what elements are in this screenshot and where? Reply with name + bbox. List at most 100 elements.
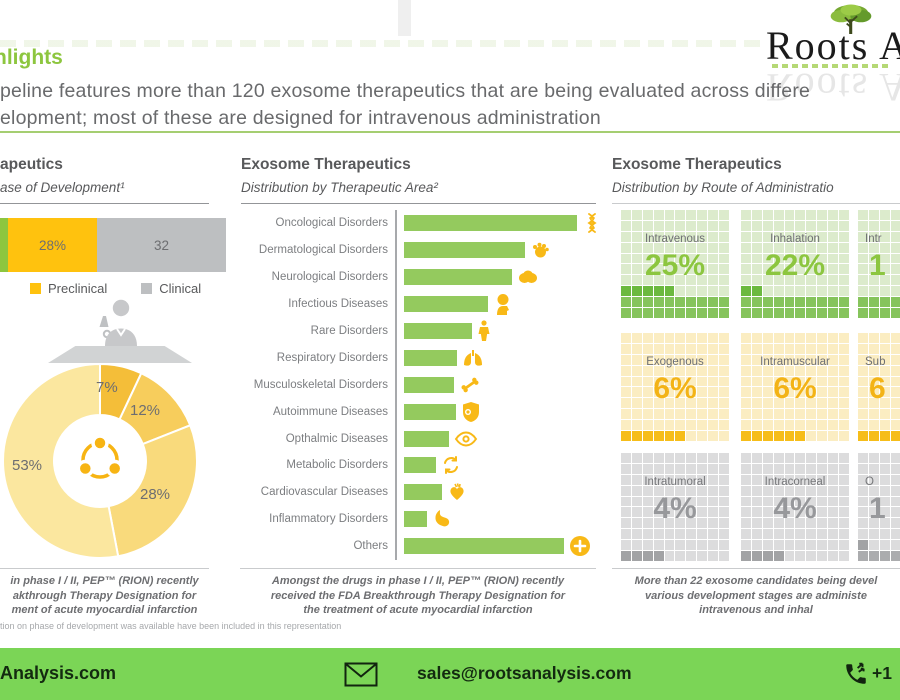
waffle-cell — [828, 333, 839, 343]
waffle-cell — [762, 376, 773, 387]
waffle-cell — [839, 485, 849, 496]
waffle-cell — [773, 409, 784, 420]
footer-website-link[interactable]: Analysis.com — [0, 663, 117, 683]
waffle-cell — [719, 453, 729, 463]
waffle-cell — [621, 376, 631, 387]
waffle-cell — [653, 253, 664, 264]
area-row: Neurological Disorders — [240, 264, 600, 291]
waffle-cell — [890, 529, 900, 540]
waffle-cell — [631, 529, 642, 540]
waffle-cell — [762, 297, 773, 308]
waffle-cell — [631, 463, 642, 474]
footer-email-link[interactable]: sales@rootsanalysis.com — [417, 663, 632, 683]
waffle-cell — [806, 275, 817, 286]
waffle-cell — [773, 242, 784, 253]
note-line: the treatment of acute myocardial infarc… — [303, 604, 533, 616]
waffle-cell — [806, 220, 817, 231]
waffle-cell — [664, 496, 675, 507]
waffle-cell — [762, 485, 773, 496]
waffle-cell — [741, 387, 751, 398]
waffle-cell — [806, 431, 817, 441]
waffle-cell — [806, 507, 817, 518]
waffle-cell — [858, 463, 868, 474]
waffle-cell — [719, 463, 729, 474]
waffle-cell — [817, 551, 828, 561]
waffle-cell — [828, 420, 839, 431]
area-row: Infectious Diseases — [240, 291, 600, 318]
waffle-cell — [784, 253, 795, 264]
waffle-cell — [708, 253, 719, 264]
waffle-cell — [839, 529, 849, 540]
waffle-cell — [773, 474, 784, 485]
waffle-cell — [719, 275, 729, 286]
waffle-cell — [653, 540, 664, 551]
waffle-cell — [631, 231, 642, 242]
waffle-cell — [664, 551, 675, 561]
area-row: Autoimmune Diseases — [240, 398, 600, 425]
waffle-cell — [708, 431, 719, 441]
waffle-cell — [686, 463, 697, 474]
waffle-cell — [795, 220, 806, 231]
waffle-cell — [828, 540, 839, 551]
waffle-cell — [751, 387, 762, 398]
waffle-cell — [868, 420, 879, 431]
waffle-cell — [858, 333, 868, 343]
waffle-cell — [773, 376, 784, 387]
waffle-cell — [631, 485, 642, 496]
waffle-cell — [675, 540, 686, 551]
waffle-cell — [795, 354, 806, 365]
waffle-cell — [642, 253, 653, 264]
waffle-cell — [806, 463, 817, 474]
waffle-cell — [664, 540, 675, 551]
waffle-cell — [741, 540, 751, 551]
note-line: various development stages are administe — [645, 589, 867, 602]
waffle-cell — [653, 242, 664, 253]
waffle-cell — [621, 308, 631, 318]
waffle-cell — [697, 333, 708, 343]
waffle-cell — [719, 297, 729, 308]
note-divider — [0, 568, 209, 569]
waffle-cell — [879, 420, 890, 431]
waffle-label: Intravenous — [644, 233, 706, 245]
waffle-cell — [858, 387, 868, 398]
waffle-grid — [621, 333, 729, 441]
waffle-cell — [697, 297, 708, 308]
waffle-cell — [795, 463, 806, 474]
waffle-cell — [741, 518, 751, 529]
waffle-cell — [868, 297, 879, 308]
waffle-cell — [879, 365, 890, 376]
waffle-cell — [879, 551, 890, 561]
waffle-cell — [708, 387, 719, 398]
waffle-cell — [621, 220, 631, 231]
waffle-cell — [686, 286, 697, 297]
waffle-cell — [817, 333, 828, 343]
waffle-cell — [686, 264, 697, 275]
waffle-cell — [675, 485, 686, 496]
waffle-cell — [741, 220, 751, 231]
waffle-cell — [817, 220, 828, 231]
footer-phone-link[interactable]: +1 — [872, 663, 892, 683]
waffle-cell — [868, 551, 879, 561]
waffle-cell — [828, 409, 839, 420]
waffle-cell — [697, 431, 708, 441]
waffle-cell — [828, 529, 839, 540]
waffle-card: Sub 6 — [858, 333, 900, 441]
waffle-cell — [664, 431, 675, 441]
waffle-cell — [817, 231, 828, 242]
waffle-cell — [858, 253, 868, 264]
waffle-cell — [762, 365, 773, 376]
waffle-cell — [817, 286, 828, 297]
shield-icon — [461, 401, 481, 423]
waffle-cell — [751, 431, 762, 441]
waffle-cell — [675, 242, 686, 253]
legend-swatch — [141, 283, 153, 294]
waffle-cell — [719, 210, 729, 220]
waffle-label: Exogenous — [646, 356, 704, 368]
waffle-cell — [719, 398, 729, 409]
waffle-grid — [858, 333, 900, 441]
waffle-cell — [631, 474, 642, 485]
logo-wordmark-reflection: Roots A — [766, 65, 900, 110]
waffle-cell — [890, 496, 900, 507]
waffle-cell — [675, 431, 686, 441]
